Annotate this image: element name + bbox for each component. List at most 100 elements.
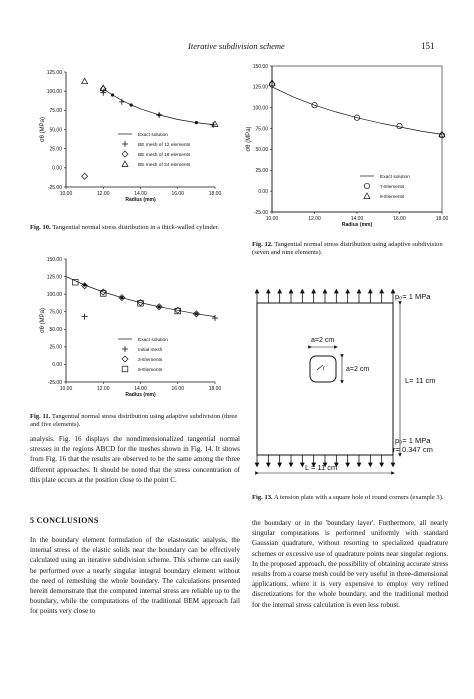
figure-10: -25.00 0.00 25.00 50.00 75.00 100.00 125.00 10.… xyxy=(30,60,240,210)
x-tick-label: 12.00 xyxy=(97,386,110,392)
x-tick-label: 16.00 xyxy=(393,216,406,222)
data-point-triangle xyxy=(438,130,446,138)
data-point-triangle xyxy=(211,120,219,127)
data-point-diamond xyxy=(118,294,126,302)
y-tick-label: 100.00 xyxy=(47,292,63,298)
legend-label: 3-Elements xyxy=(138,357,163,363)
exact-solution-point xyxy=(194,121,198,125)
y-tick-label: 25.00 xyxy=(255,168,268,174)
y-tick-label: 25.00 xyxy=(49,345,62,351)
page-number: 151 xyxy=(421,41,435,51)
top-load-label: p₀= 1 MPa xyxy=(395,292,431,301)
figure-12-caption-label: Fig. 12. xyxy=(252,241,273,248)
y-tick-label: 25.00 xyxy=(49,146,62,152)
running-header-title: Iterative subdivision scheme xyxy=(188,41,285,51)
data-point-circle xyxy=(438,132,446,139)
data-point-triangle xyxy=(99,84,107,91)
legend-swatch-triangle xyxy=(121,160,129,167)
data-point-circle xyxy=(311,102,318,109)
x-tick-label: 16.00 xyxy=(171,191,184,197)
y-tick-label: 100.00 xyxy=(253,106,269,112)
data-point-square xyxy=(137,300,144,307)
y-tick-label: 100.00 xyxy=(47,89,63,95)
y-tick-label: 75.00 xyxy=(49,108,62,114)
data-point-diamond xyxy=(99,85,107,93)
exact-solution-point xyxy=(129,103,133,107)
y-tick-label: 75.00 xyxy=(49,310,62,316)
y-tick-label: 75.00 xyxy=(255,126,268,132)
x-tick-label: 14.00 xyxy=(134,386,147,392)
exact-solution-line xyxy=(271,86,443,135)
figure-11: -25.00 0.00 25.00 50.00 75.00 100.00 125.00 150… xyxy=(30,255,240,410)
x-tick-label: 14.00 xyxy=(351,216,364,222)
x-tick-label: 18.00 xyxy=(209,191,222,197)
y-tick-label: 150.00 xyxy=(253,64,269,70)
data-point-diamond xyxy=(174,306,182,314)
y-tick-label: 50.00 xyxy=(49,327,62,333)
data-point-diamond xyxy=(81,172,89,180)
legend-label: Initial mesh xyxy=(138,347,163,353)
y-tick-label: -25.00 xyxy=(48,185,62,191)
figure-11-chart: -25.00 0.00 25.00 50.00 75.00 100.00 125.00 150… xyxy=(40,257,221,398)
conclusions-left-paragraph: In the boundary element formulation of t… xyxy=(30,536,240,616)
figure-13: r a=2 cm a=2 cm L= 11 cm L = 11 cm p₀= 1… xyxy=(245,285,460,480)
legend-swatch-plus xyxy=(122,346,128,352)
figure-11-caption-label: Fig. 11. xyxy=(30,413,51,420)
plate-height-label: L= 11 cm xyxy=(405,376,436,385)
x-tick-label: 18.00 xyxy=(436,216,449,222)
chart-axes xyxy=(65,259,215,383)
chart-axes xyxy=(65,72,215,188)
legend-swatch-diamond xyxy=(121,150,129,158)
x-tick-label: 12.00 xyxy=(308,216,321,222)
y-tick-label: 125.00 xyxy=(47,70,63,76)
figure-10-caption: Fig. 10. Tangential normal stress distri… xyxy=(30,224,240,232)
x-tick-label: 10.00 xyxy=(60,386,73,392)
data-point-square xyxy=(174,307,181,315)
figure-12-caption: Fig. 12. Tangential normal stress distri… xyxy=(252,241,448,257)
data-point-plus xyxy=(81,313,88,320)
x-axis-label: Radius (mm) xyxy=(342,222,373,228)
corner-radius-label: r= 0.347 cm xyxy=(393,445,433,454)
bottom-load-label: p₀= 1 MPa xyxy=(395,436,431,445)
top-load-arrows xyxy=(254,288,396,303)
x-tick-label: 12.00 xyxy=(97,191,110,197)
hole-width-label: a=2 cm xyxy=(311,337,334,344)
data-point-circle xyxy=(353,114,361,121)
data-point-square xyxy=(100,290,107,297)
x-tick-label: 10.00 xyxy=(266,216,279,222)
figure-10-caption-text: Tangential normal stress distribution in… xyxy=(52,224,220,231)
y-tick-label: 50.00 xyxy=(255,147,268,153)
legend-label: BE mesh of 12 elements xyxy=(138,142,191,148)
legend-swatch-triangle xyxy=(363,192,371,199)
plate-outline xyxy=(256,302,394,456)
legend-swatch-circle xyxy=(363,182,371,190)
y-tick-label: 125.00 xyxy=(253,85,269,91)
exact-solution-point xyxy=(120,296,124,300)
data-point-triangle xyxy=(268,78,276,86)
y-tick-label: 0.00 xyxy=(52,166,62,172)
data-point-plus xyxy=(156,111,163,118)
data-point-plus xyxy=(212,315,218,322)
data-point-triangle xyxy=(81,77,89,85)
radius-small-label: r xyxy=(323,366,325,372)
x-tick-label: 16.00 xyxy=(171,386,184,392)
x-tick-label: 10.00 xyxy=(60,191,73,197)
legend-label: 7-Elements xyxy=(380,184,405,190)
figure-12-chart: -25.00 0.00 25.00 50.00 75.00 100.00 125.00 150… xyxy=(246,64,449,228)
data-point-diamond xyxy=(99,288,107,296)
square-hole xyxy=(309,355,337,383)
figure-12: -25.00 0.00 25.00 50.00 75.00 100.00 125.00 150… xyxy=(240,60,450,235)
y-tick-label: 150.00 xyxy=(47,257,63,263)
figure-11-caption-text: Tangential normal stress distribution us… xyxy=(30,413,238,428)
legend-label: BE mesh of 18 elements xyxy=(138,152,191,158)
exact-solution-point xyxy=(157,305,161,309)
plate-width-label: L = 11 cm xyxy=(305,463,337,472)
figure-10-chart: -25.00 0.00 25.00 50.00 75.00 100.00 125.00 10.… xyxy=(40,70,222,203)
legend-label: Exact solution xyxy=(138,132,168,138)
legend-label: 9-Elements xyxy=(380,194,405,200)
exact-solution-line xyxy=(103,88,216,126)
legend-swatch-plus xyxy=(122,141,128,147)
chart-frame xyxy=(271,65,443,213)
x-tick-label: 14.00 xyxy=(134,191,147,197)
legend-label: 5-Elements xyxy=(138,367,163,373)
